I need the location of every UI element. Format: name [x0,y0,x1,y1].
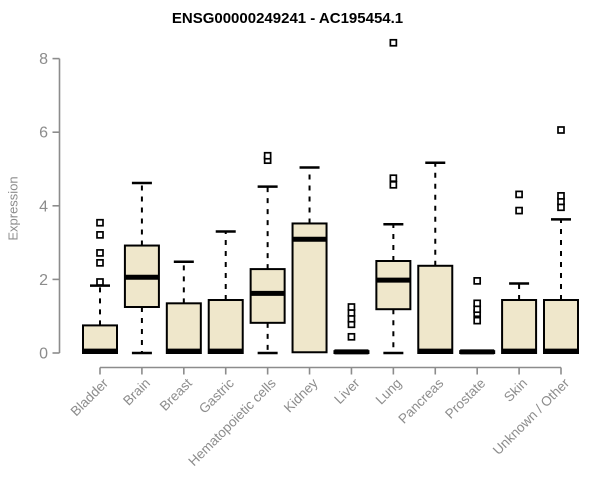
y-tick-label: 2 [39,272,48,289]
outlier-point [557,126,565,134]
y-tick-label: 4 [39,198,48,215]
y-tick-label: 6 [39,125,48,142]
x-tick-label: Lung [373,376,405,408]
x-tick-label: Gastric [196,375,237,416]
outlier-point [473,299,482,308]
outlier-point [557,192,565,200]
x-tick-label: Brain [120,376,153,409]
box [417,264,454,354]
y-tick-label: 8 [39,51,48,68]
x-tick-label: Unknown / Other [490,375,573,458]
x-tick-label: Skin [501,376,530,405]
box-group-breast [165,260,202,355]
x-tick-label: Breast [157,375,195,413]
outlier-point [263,151,272,160]
box [542,299,579,354]
outlier-point [96,278,104,286]
outlier-point [515,190,523,199]
y-tick-label: 0 [39,346,48,363]
box [375,260,412,311]
outlier-point [389,38,398,47]
x-tick-label: Bladder [68,375,112,419]
x-tick-label: Kidney [281,375,321,415]
x-tick-label: Liver [331,375,363,407]
chart-title: ENSG00000249241 - AC195454.1 [171,10,404,27]
box-group-unknown-other [542,126,579,354]
outlier-point [96,231,104,239]
outlier-point [96,258,104,267]
box [291,222,328,354]
outlier-point [473,277,482,285]
box-group-skin [501,190,538,354]
box-group-prostate [459,277,496,355]
box [207,299,244,354]
x-tick-label: Pancreas [395,375,446,426]
box-group-lung [375,38,412,355]
box-group-pancreas [417,161,454,354]
outlier-point [96,218,104,227]
box [501,299,538,354]
box-group-brain [123,181,160,355]
outlier-point [389,174,398,183]
outlier-point [515,206,523,215]
x-tick-label: Prostate [442,376,488,422]
outlier-point [347,303,356,311]
outlier-point [347,332,356,341]
outlier-point [389,180,398,189]
box-group-gastric [207,230,244,354]
box-group-hematopoietic-cells [249,151,286,355]
outlier-point [473,316,482,325]
box-group-liver [333,303,370,355]
box-group-bladder [82,218,118,354]
box [249,268,286,324]
box [165,302,202,355]
outlier-point [96,249,104,257]
box-group-kidney [291,166,328,354]
